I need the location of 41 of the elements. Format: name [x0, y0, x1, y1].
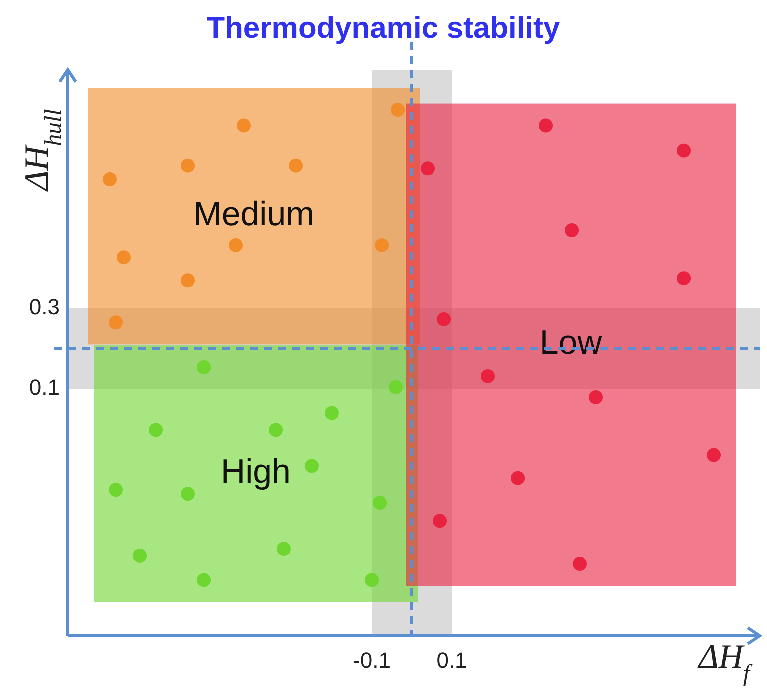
point — [237, 118, 251, 133]
point — [565, 224, 579, 238]
chart-title: Thermodynamic stability — [206, 12, 561, 45]
series-label: Medium — [194, 195, 314, 234]
point — [539, 118, 553, 133]
point — [109, 316, 123, 330]
point — [197, 573, 211, 588]
point — [481, 369, 495, 384]
point — [103, 172, 117, 187]
point — [511, 471, 525, 486]
point — [277, 542, 291, 556]
point — [389, 380, 403, 394]
point — [181, 158, 195, 173]
point — [325, 406, 339, 420]
point — [573, 557, 587, 572]
point — [391, 103, 405, 118]
point — [437, 312, 451, 326]
point — [373, 496, 387, 510]
point — [289, 158, 303, 173]
point — [421, 162, 435, 176]
point — [117, 250, 131, 265]
point — [181, 274, 195, 288]
x-tick-label: -0.1 — [353, 648, 391, 673]
series-label: High — [221, 452, 291, 491]
point — [149, 423, 163, 438]
point — [305, 459, 319, 474]
y-tick-label: 0.3 — [29, 294, 60, 320]
point — [677, 272, 691, 286]
point — [677, 144, 691, 158]
point — [197, 360, 211, 375]
point — [375, 238, 389, 252]
point — [269, 423, 283, 438]
point — [181, 487, 195, 502]
point — [707, 448, 721, 462]
point — [433, 514, 447, 528]
point — [229, 238, 243, 252]
point — [365, 573, 379, 588]
point — [109, 483, 123, 498]
x-axis-title: ΔH$_{f}$ — [696, 639, 754, 687]
point — [589, 390, 603, 404]
point — [133, 548, 147, 563]
